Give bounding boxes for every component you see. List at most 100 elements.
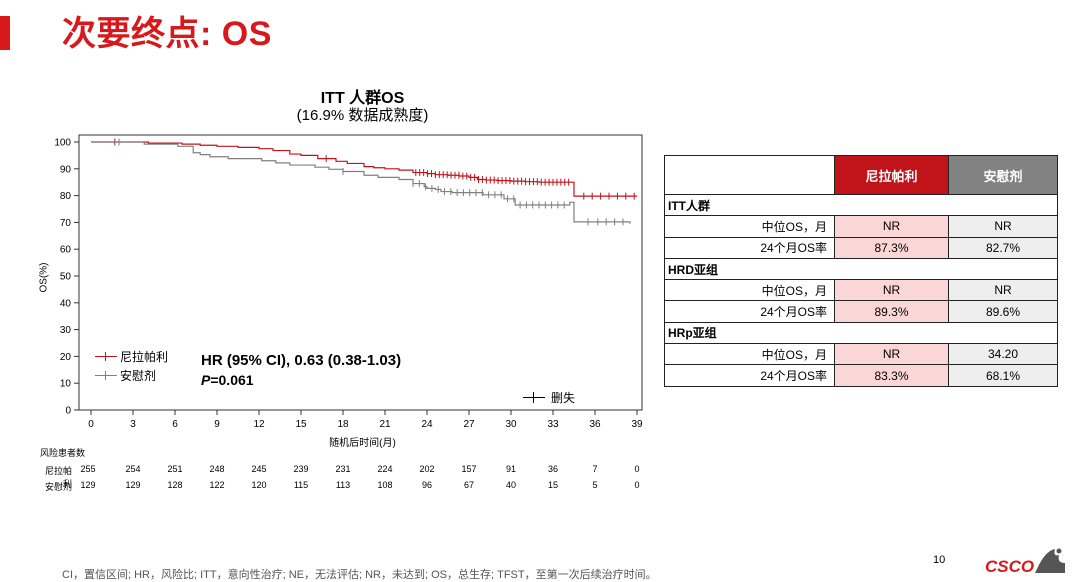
risk-value-niraparib: 157 bbox=[461, 464, 477, 474]
table-row: 24个月OS率 89.3% 89.6% bbox=[664, 300, 1058, 323]
csco-logo: CSCO bbox=[985, 545, 1070, 577]
row-label: 24个月OS率 bbox=[664, 300, 835, 323]
cell-niraparib: 83.3% bbox=[834, 364, 949, 387]
plot-frame bbox=[78, 134, 643, 411]
risk-value-placebo: 128 bbox=[167, 480, 183, 490]
censor-label: 删失 bbox=[551, 391, 576, 405]
x-tick-label: 36 bbox=[589, 419, 601, 430]
risk-value-niraparib: 231 bbox=[335, 464, 351, 474]
row-label: 中位OS，月 bbox=[664, 343, 835, 366]
legend-niraparib: 尼拉帕利 bbox=[95, 348, 168, 365]
x-tick-label: 39 bbox=[631, 419, 643, 430]
cell-placebo: NR bbox=[948, 279, 1058, 302]
x-tick-label: 18 bbox=[337, 419, 349, 430]
risk-value-placebo: 122 bbox=[209, 480, 225, 490]
y-tick-label: 40 bbox=[60, 298, 72, 309]
x-tick-label: 3 bbox=[130, 419, 136, 430]
legend-niraparib-swatch bbox=[95, 352, 117, 361]
risk-value-placebo: 0 bbox=[634, 480, 640, 490]
legend-placebo: 安慰剂 bbox=[95, 367, 156, 384]
cell-niraparib: NR bbox=[834, 279, 949, 302]
os-summary-table: 尼拉帕利 安慰剂 ITT人群 中位OS，月 NR NR 24个月OS率 87.3… bbox=[664, 155, 1058, 387]
risk-value-placebo: 115 bbox=[293, 480, 309, 490]
table-header-blank bbox=[664, 155, 835, 195]
risk-value-niraparib: 255 bbox=[80, 464, 96, 474]
cell-placebo: 68.1% bbox=[948, 364, 1058, 387]
risk-value-placebo: 113 bbox=[335, 480, 351, 490]
y-tick-label: 50 bbox=[60, 272, 72, 283]
risk-value-placebo: 96 bbox=[421, 480, 432, 490]
cell-niraparib: 89.3% bbox=[834, 300, 949, 323]
cell-niraparib: 87.3% bbox=[834, 236, 949, 259]
row-label: 中位OS，月 bbox=[664, 215, 835, 238]
chart-title: ITT 人群OS bbox=[320, 90, 405, 107]
y-tick-label: 90 bbox=[60, 164, 72, 175]
legend-niraparib-label: 尼拉帕利 bbox=[120, 350, 169, 364]
y-axis-label: OS(%) bbox=[38, 262, 50, 293]
x-tick-label: 6 bbox=[172, 419, 178, 430]
accent-bar bbox=[0, 16, 10, 50]
table-row: 中位OS，月 NR NR bbox=[664, 215, 1058, 238]
y-tick-label: 70 bbox=[60, 218, 72, 229]
risk-value-niraparib: 245 bbox=[251, 464, 267, 474]
risk-value-niraparib: 7 bbox=[592, 464, 598, 474]
risk-row-label-placebo: 安慰剂 bbox=[44, 482, 72, 492]
cell-placebo: 34.20 bbox=[948, 343, 1058, 366]
page-title: 次要终点: OS bbox=[62, 15, 272, 53]
risk-value-placebo: 129 bbox=[80, 480, 96, 490]
risk-value-niraparib: 254 bbox=[125, 464, 141, 474]
risk-value-niraparib: 36 bbox=[547, 464, 558, 474]
cell-placebo: 82.7% bbox=[948, 236, 1058, 259]
x-tick-label: 27 bbox=[463, 419, 475, 430]
risk-value-placebo: 15 bbox=[547, 480, 558, 490]
y-tick-label: 60 bbox=[60, 245, 72, 256]
y-tick-label: 80 bbox=[60, 191, 72, 202]
risk-value-placebo: 5 bbox=[592, 480, 598, 490]
logo-text: CSCO bbox=[985, 557, 1035, 576]
x-tick-label: 33 bbox=[547, 419, 559, 430]
cell-niraparib: NR bbox=[834, 343, 949, 366]
row-label: 24个月OS率 bbox=[664, 236, 835, 259]
x-tick-label: 21 bbox=[379, 419, 391, 430]
legend-placebo-swatch bbox=[95, 371, 117, 380]
table-header-placebo: 安慰剂 bbox=[948, 155, 1058, 195]
x-tick-label: 0 bbox=[88, 419, 94, 430]
table-row: 24个月OS率 83.3% 68.1% bbox=[664, 364, 1058, 387]
risk-value-niraparib: 239 bbox=[293, 464, 309, 474]
row-label: 24个月OS率 bbox=[664, 364, 835, 387]
cell-placebo: NR bbox=[948, 215, 1058, 238]
x-tick-label: 30 bbox=[505, 419, 517, 430]
group-label-itt: ITT人群 bbox=[664, 193, 1058, 217]
legend-placebo-label: 安慰剂 bbox=[120, 369, 157, 383]
table-row: 24个月OS率 87.3% 82.7% bbox=[664, 236, 1058, 259]
table-group-row: ITT人群 bbox=[664, 193, 1058, 217]
x-tick-label: 15 bbox=[295, 419, 307, 430]
risk-value-niraparib: 224 bbox=[377, 464, 393, 474]
y-tick-label: 20 bbox=[60, 352, 72, 363]
censor-mark-icon bbox=[523, 392, 545, 403]
x-axis-label: 随机后时间(月) bbox=[329, 438, 396, 449]
table-row: 中位OS，月 NR NR bbox=[664, 279, 1058, 302]
chart-subtitle: (16.9% 数据成熟度) bbox=[296, 107, 429, 124]
risk-value-placebo: 129 bbox=[125, 480, 141, 490]
table-group-row: HRD亚组 bbox=[664, 257, 1058, 281]
hazard-ratio-text: HR (95% CI), 0.63 (0.38-1.03) bbox=[201, 352, 402, 369]
risk-table-title: 风险患者数 bbox=[40, 448, 86, 458]
risk-value-placebo: 120 bbox=[251, 480, 267, 490]
table-header-niraparib: 尼拉帕利 bbox=[834, 155, 949, 195]
y-tick-label: 100 bbox=[54, 138, 71, 149]
risk-value-placebo: 108 bbox=[377, 480, 393, 490]
risk-value-placebo: 40 bbox=[505, 480, 516, 490]
risk-value-niraparib: 91 bbox=[505, 464, 516, 474]
table-header-row: 尼拉帕利 安慰剂 bbox=[664, 155, 1058, 195]
y-tick-label: 30 bbox=[60, 325, 72, 336]
footnote: CI，置信区间; HR，风险比; ITT，意向性治疗; NE，无法评估; NR，… bbox=[62, 569, 657, 581]
logo-emblem-icon bbox=[1035, 548, 1065, 573]
placebo-curve bbox=[91, 141, 631, 224]
table-group-row: HRp亚组 bbox=[664, 321, 1058, 345]
row-label: 中位OS，月 bbox=[664, 279, 835, 302]
risk-value-placebo: 67 bbox=[463, 480, 474, 490]
group-label-hrp: HRp亚组 bbox=[664, 321, 1058, 345]
table-row: 中位OS，月 NR 34.20 bbox=[664, 343, 1058, 366]
p-value-text: P=0.061 bbox=[201, 372, 254, 388]
